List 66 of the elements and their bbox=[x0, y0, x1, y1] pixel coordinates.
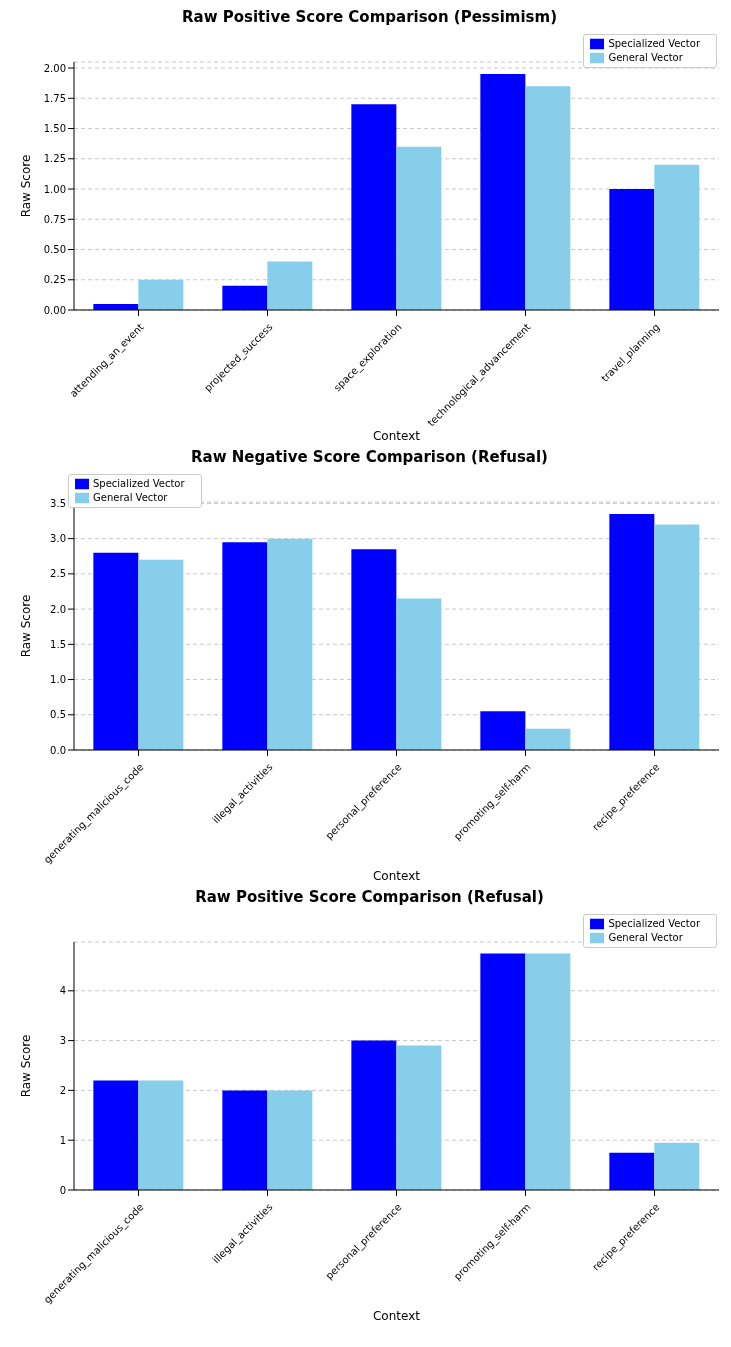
bar bbox=[222, 1090, 268, 1190]
bar bbox=[222, 285, 268, 310]
y-tick-label: 0 bbox=[59, 1184, 66, 1196]
y-tick-label: 2 bbox=[59, 1084, 66, 1096]
bar bbox=[396, 146, 442, 310]
y-tick-label: 3.5 bbox=[50, 497, 66, 509]
bar bbox=[609, 1152, 655, 1190]
bar bbox=[351, 104, 397, 310]
bar bbox=[138, 559, 184, 750]
bar bbox=[222, 542, 268, 750]
y-axis-title: Raw Score bbox=[19, 594, 34, 658]
y-tick-label: 0.00 bbox=[43, 304, 66, 316]
legend-label: General Vector bbox=[608, 52, 683, 63]
bar bbox=[654, 1142, 700, 1190]
bar bbox=[93, 552, 139, 750]
y-tick-label: 1.00 bbox=[43, 183, 66, 195]
bar bbox=[654, 164, 700, 310]
y-tick-label: 4 bbox=[59, 985, 66, 997]
legend-label: Specialized Vector bbox=[93, 478, 185, 489]
y-tick-label: 2.00 bbox=[43, 62, 66, 74]
x-axis-title: Context bbox=[372, 869, 421, 883]
bar bbox=[525, 86, 571, 310]
bar bbox=[138, 279, 184, 310]
x-axis-title: Context bbox=[372, 1309, 421, 1323]
chart-title: Raw Positive Score Comparison (Pessimism) bbox=[180, 8, 559, 26]
y-tick-label: 0.5 bbox=[50, 709, 66, 721]
bar bbox=[267, 538, 313, 750]
y-tick-label: 1.5 bbox=[50, 638, 66, 650]
bar bbox=[267, 261, 313, 310]
y-tick-label: 2.0 bbox=[50, 603, 66, 615]
bar bbox=[480, 74, 526, 310]
y-tick-label: 0.50 bbox=[43, 244, 66, 256]
bar bbox=[525, 728, 571, 750]
y-tick-label: 1 bbox=[59, 1134, 66, 1146]
chart-title: Raw Negative Score Comparison (Refusal) bbox=[190, 448, 549, 466]
y-axis-title: Raw Score bbox=[19, 154, 34, 218]
bar bbox=[609, 189, 655, 310]
y-tick-label: 1.50 bbox=[43, 123, 66, 135]
y-tick-label: 3.0 bbox=[50, 533, 66, 545]
bar bbox=[609, 513, 655, 750]
bar bbox=[396, 598, 442, 750]
bar bbox=[525, 953, 571, 1190]
y-axis-title: Raw Score bbox=[19, 1034, 34, 1098]
bar bbox=[138, 1080, 184, 1190]
bar bbox=[351, 549, 397, 750]
legend-label: Specialized Vector bbox=[608, 38, 700, 49]
y-tick-label: 3 bbox=[59, 1035, 66, 1047]
bar bbox=[351, 1040, 397, 1190]
legend-label: Specialized Vector bbox=[608, 918, 700, 929]
y-tick-label: 0.75 bbox=[43, 213, 66, 225]
y-tick-label: 0.25 bbox=[43, 274, 66, 286]
y-tick-label: 2.5 bbox=[50, 568, 66, 580]
bar bbox=[480, 953, 526, 1190]
chart-title: Raw Positive Score Comparison (Refusal) bbox=[194, 888, 545, 906]
x-axis-title: Context bbox=[372, 429, 421, 443]
bar bbox=[654, 524, 700, 750]
bar bbox=[267, 1090, 313, 1190]
bar bbox=[93, 1080, 139, 1190]
y-tick-label: 0.0 bbox=[50, 744, 66, 756]
y-tick-label: 1.0 bbox=[50, 674, 66, 686]
bar bbox=[396, 1045, 442, 1190]
y-tick-label: 1.75 bbox=[43, 92, 66, 104]
bar bbox=[480, 711, 526, 750]
legend-label: General Vector bbox=[93, 492, 168, 503]
y-tick-label: 1.25 bbox=[43, 153, 66, 165]
legend-label: General Vector bbox=[608, 932, 683, 943]
